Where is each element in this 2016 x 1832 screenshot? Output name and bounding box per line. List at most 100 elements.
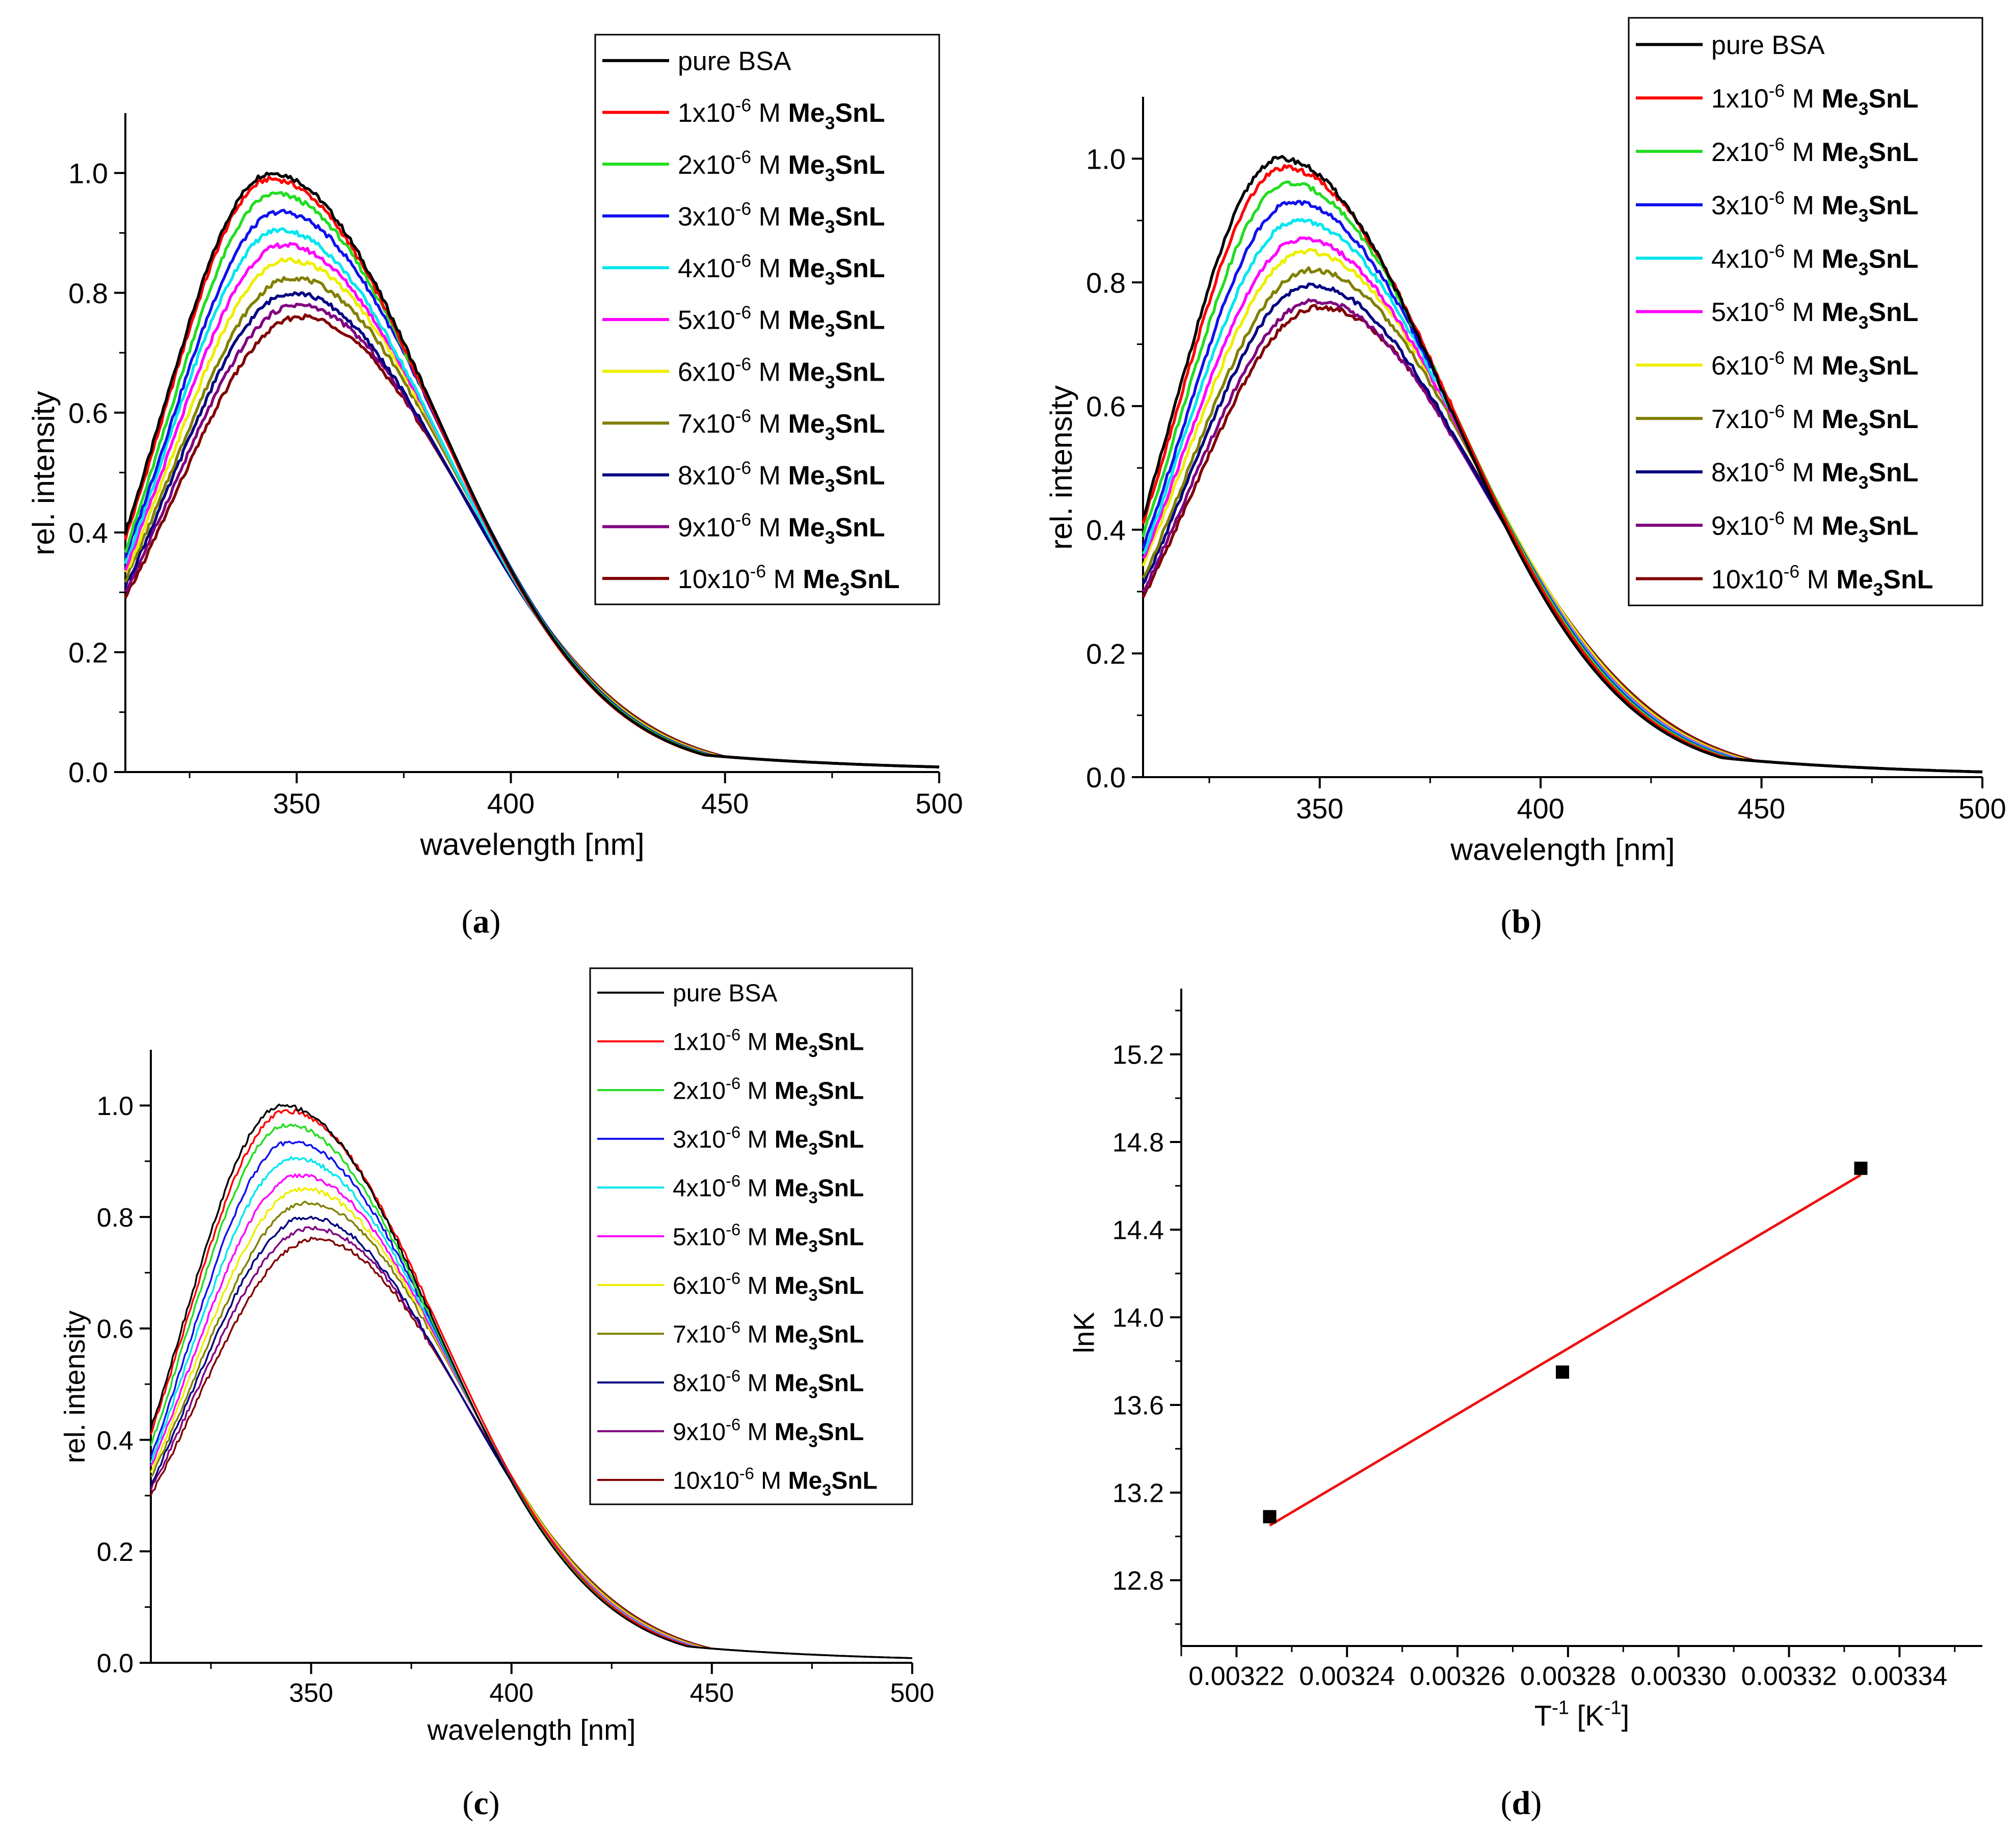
legend-exponent: -6 <box>735 199 751 219</box>
legend-compound: Me <box>775 1077 809 1104</box>
legend-unit: M <box>759 150 781 180</box>
legend-compound-sub: 3 <box>840 579 850 599</box>
legend-exponent: -6 <box>1769 295 1785 314</box>
x-label-sup: -1 <box>1552 1697 1569 1719</box>
legend-compound-sub: 3 <box>1859 419 1869 439</box>
legend-unit: M <box>747 1126 767 1153</box>
legend-compound: SnL <box>835 461 885 491</box>
x-tick-label: 0.00322 <box>1188 1662 1284 1691</box>
legend-compound: Me <box>1821 84 1858 114</box>
y-tick-label: 1.0 <box>1086 143 1126 175</box>
legend-compound-sub: 3 <box>1859 366 1869 386</box>
legend-text: pure BSA <box>678 47 791 76</box>
legend-label: 7x10-6 M Me3SnL <box>1711 402 1919 439</box>
x-tick-label: 500 <box>890 1679 935 1708</box>
legend-unit: M <box>759 409 781 439</box>
panel-label-paren: ) <box>490 903 501 940</box>
data-point <box>1263 1510 1277 1524</box>
legend-exponent: -6 <box>735 355 751 375</box>
x-axis-label: T-1 [K-1] <box>1534 1697 1630 1732</box>
legend-compound: Me <box>775 1224 809 1251</box>
y-tick-label: 0.4 <box>97 1426 134 1455</box>
legend-compound: Me <box>775 1029 809 1056</box>
legend-compound: SnL <box>835 150 885 180</box>
legend-compound-sub: 3 <box>1859 259 1869 279</box>
legend-compound-sub: 3 <box>825 476 835 496</box>
legend-unit: M <box>1792 351 1814 381</box>
legend-exponent: -6 <box>726 1025 740 1044</box>
legend-compound-sub: 3 <box>808 1139 817 1158</box>
panel-label: (c) <box>462 1785 499 1822</box>
legend-compound: SnL <box>1868 191 1918 221</box>
y-tick-label: 0.6 <box>97 1315 134 1344</box>
legend-compound: Me <box>1821 298 1858 327</box>
panel-label-paren: ) <box>489 1785 500 1822</box>
x-tick-label: 350 <box>1296 792 1343 825</box>
legend-text: 9x10 <box>1711 511 1769 541</box>
legend-unit: M <box>759 254 781 283</box>
y-tick-label: 15.2 <box>1112 1041 1164 1070</box>
x-tick-label: 0.00328 <box>1520 1662 1616 1691</box>
legend-exponent: -6 <box>735 303 751 323</box>
legend-unit: M <box>747 1321 767 1348</box>
legend-text: 2x10 <box>1711 138 1769 167</box>
panel-b: 0.0 0.2 0.4 0.6 0.8 1.0 350 400 450 500 wavelength… <box>1044 17 2006 940</box>
series-line <box>124 171 940 768</box>
legend-space <box>751 513 758 542</box>
legend-label: 9x10-6 M Me3SnL <box>678 510 885 547</box>
y-tick-label: 0.8 <box>97 1203 134 1233</box>
legend-exponent: -6 <box>726 1123 740 1141</box>
legend-compound: Me <box>788 306 825 335</box>
legend-label: 7x10-6 M Me3SnL <box>678 406 885 444</box>
legend-space <box>767 1077 774 1104</box>
y-tick-label: 1.0 <box>68 157 108 190</box>
legend-space <box>754 1467 761 1494</box>
legend-space <box>740 1370 747 1397</box>
legend-exponent: -6 <box>735 95 751 115</box>
legend-space <box>751 357 758 387</box>
legend-compound: Me <box>775 1321 809 1348</box>
legend-space <box>781 461 788 491</box>
legend-compound: Me <box>788 409 825 439</box>
legend-unit: M <box>1792 84 1814 114</box>
x-tick-label: 450 <box>689 1679 734 1708</box>
legend-compound: SnL <box>835 98 885 128</box>
y-tick-label: 12.8 <box>1112 1567 1164 1596</box>
legend-space <box>1814 458 1821 488</box>
x-tick-label: 0.00334 <box>1851 1662 1947 1691</box>
legend-label: 9x10-6 M Me3SnL <box>1711 509 1919 546</box>
legend-label: 5x10-6 M Me3SnL <box>673 1220 864 1256</box>
data-point <box>1854 1161 1868 1175</box>
legend-exponent: -6 <box>735 251 751 271</box>
legend-compound: Me <box>1821 511 1858 541</box>
legend-compound: Me <box>788 513 825 542</box>
legend-space <box>767 1419 774 1446</box>
legend-label: 8x10-6 M Me3SnL <box>678 458 885 496</box>
legend-space <box>1814 138 1821 167</box>
legend-space <box>751 461 758 491</box>
legend-unit: M <box>1792 511 1814 541</box>
legend-compound: Me <box>803 565 839 594</box>
legend-space <box>767 1272 774 1299</box>
panel-d: 12.8 13.2 13.6 14.0 14.4 14.8 15.2 0.00322 0.003… <box>1068 989 1982 1822</box>
x-tick-label: 500 <box>1958 792 2006 825</box>
data-point <box>1556 1365 1570 1379</box>
legend-compound-sub: 3 <box>1859 473 1869 493</box>
panel-label-paren: ( <box>1501 903 1512 940</box>
legend-unit: M <box>759 306 781 335</box>
legend-space <box>740 1272 747 1299</box>
legend-space <box>1814 244 1821 274</box>
y-tick-label: 13.6 <box>1112 1391 1164 1421</box>
legend-compound: Me <box>1821 244 1858 274</box>
legend-text: pure BSA <box>1711 31 1825 60</box>
legend-space <box>767 1126 774 1153</box>
legend-space <box>767 1175 774 1202</box>
legend-compound: Me <box>775 1370 809 1397</box>
legend-compound: SnL <box>818 1077 864 1104</box>
legend-exponent: -6 <box>726 1269 740 1288</box>
legend-label: 10x10-6 M Me3SnL <box>673 1464 878 1499</box>
legend-exponent: -6 <box>739 1464 754 1482</box>
panel-label-paren: ( <box>462 1785 473 1822</box>
legend-compound-sub: 3 <box>808 1383 817 1402</box>
